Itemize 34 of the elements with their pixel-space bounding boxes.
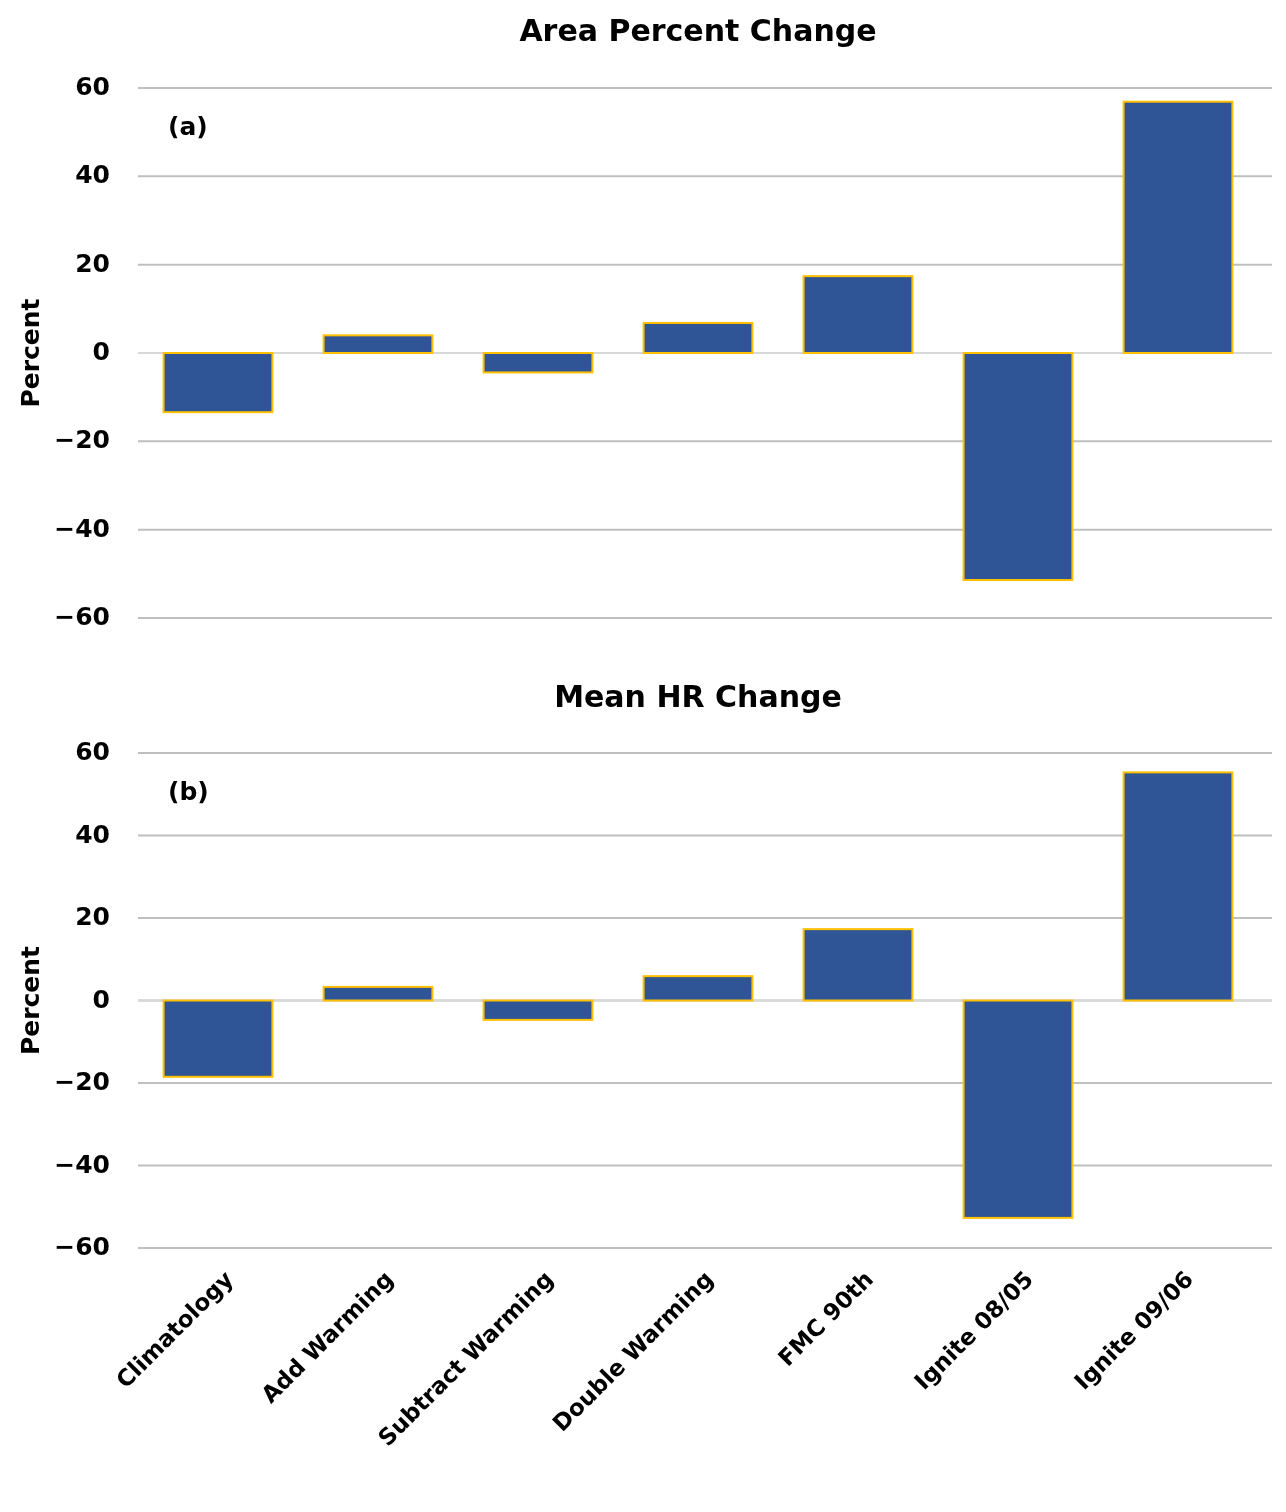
y-tick-label: −60 <box>54 602 110 631</box>
y-tick-label: 40 <box>75 160 110 190</box>
bar <box>322 985 434 1002</box>
bar <box>162 352 274 414</box>
chart-title: Mean HR Change <box>554 678 842 714</box>
y-tick-label: −40 <box>54 1149 110 1179</box>
y-tick-label: 60 <box>75 72 110 101</box>
y-tick-label: 20 <box>75 902 110 931</box>
bar <box>642 975 754 1002</box>
annotation: (b) <box>168 777 209 806</box>
bar <box>962 352 1074 582</box>
bar <box>482 999 594 1021</box>
bar <box>1122 771 1234 1002</box>
y-axis-title: Percent <box>16 945 45 1056</box>
y-tick-label: 40 <box>75 819 110 849</box>
y-tick-label: −20 <box>54 425 110 455</box>
bar <box>802 928 914 1002</box>
bar <box>802 275 914 354</box>
bar <box>322 334 434 354</box>
chart-title: Area Percent Change <box>519 12 877 48</box>
bar <box>642 321 754 354</box>
y-axis-title: Percent <box>16 298 45 408</box>
annotation: (a) <box>168 112 208 141</box>
bar <box>962 999 1074 1219</box>
y-tick-label: −60 <box>54 1232 110 1261</box>
bar <box>482 352 594 374</box>
y-tick-label: −40 <box>54 513 110 543</box>
bar <box>1122 100 1234 354</box>
y-tick-label: 60 <box>75 737 110 766</box>
y-tick-label: 0 <box>92 337 110 366</box>
bar <box>162 999 274 1078</box>
y-tick-label: 20 <box>75 248 110 278</box>
y-tick-label: −20 <box>54 1067 110 1096</box>
y-tick-label: 0 <box>92 984 110 1014</box>
